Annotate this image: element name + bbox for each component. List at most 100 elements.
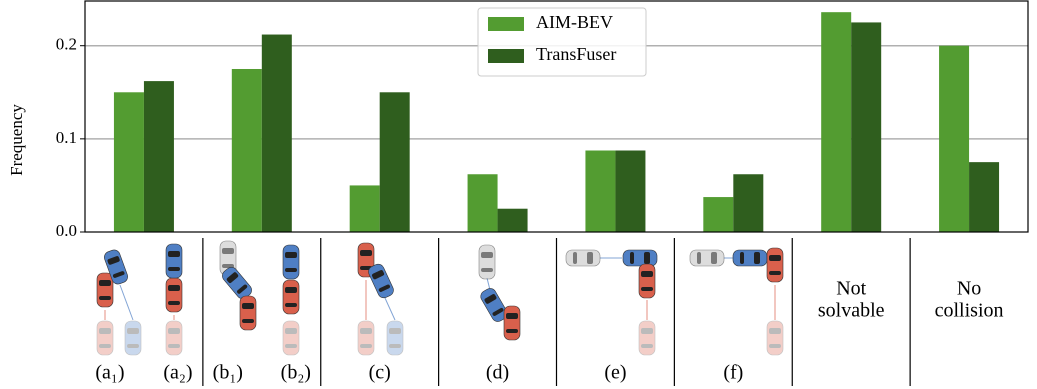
- car-window: [573, 252, 577, 264]
- car-body: [166, 278, 182, 312]
- car-icon: [166, 321, 182, 355]
- car-window: [360, 344, 372, 348]
- car-icon: [166, 278, 182, 312]
- car-window: [481, 268, 493, 272]
- bar: [969, 162, 999, 232]
- car-icon: [387, 321, 403, 355]
- car-window: [769, 271, 781, 275]
- car-window: [769, 328, 781, 334]
- x-tick-label: (d): [486, 362, 509, 384]
- x-tick-label: (b₁): [213, 362, 243, 384]
- car-window: [99, 296, 111, 300]
- car-window: [285, 328, 297, 334]
- car-icon: [166, 244, 182, 278]
- car-icon: [283, 280, 299, 314]
- car-window: [285, 287, 297, 293]
- chart: Frequency 0.00.10.2(a₁)(a₂)(b₁)(b₂)(c)(d…: [0, 0, 1037, 389]
- car-window: [168, 285, 180, 291]
- car-body: [504, 306, 520, 340]
- car-icon: [97, 321, 113, 355]
- car-body: [639, 321, 655, 355]
- legend-swatch: [488, 17, 524, 31]
- car-body: [566, 250, 600, 266]
- x-tick-label: solvable: [818, 300, 885, 322]
- car-icon: [358, 321, 374, 355]
- y-tick-label: 0.0: [56, 221, 77, 240]
- car-body: [767, 248, 783, 282]
- car-window: [711, 252, 717, 264]
- car-body: [690, 250, 724, 266]
- bar: [144, 81, 174, 232]
- bar: [468, 174, 498, 232]
- car-window: [697, 252, 701, 264]
- car-window: [99, 328, 111, 334]
- car-body: [283, 321, 299, 355]
- car-window: [168, 328, 180, 334]
- car-window: [242, 319, 254, 323]
- car-window: [740, 252, 744, 264]
- car-window: [769, 344, 781, 348]
- bar: [262, 35, 292, 232]
- car-icon: [690, 250, 724, 266]
- x-tick-label: Not: [836, 278, 866, 300]
- legend-label: AIM-BEV: [536, 12, 613, 32]
- car-window: [641, 287, 653, 291]
- bar: [380, 92, 410, 232]
- car-window: [127, 328, 139, 334]
- car-icon: [283, 321, 299, 355]
- car-window: [769, 255, 781, 261]
- bar: [821, 12, 851, 232]
- x-tick-label: (e): [604, 362, 626, 384]
- car-icon: [767, 321, 783, 355]
- car-window: [285, 344, 297, 348]
- x-tick-label: (f): [723, 362, 743, 384]
- car-window: [389, 328, 401, 334]
- car-window: [242, 303, 254, 309]
- car-body: [283, 245, 299, 279]
- car-window: [754, 252, 760, 264]
- legend-swatch: [488, 49, 524, 63]
- car-body: [623, 250, 657, 266]
- car-icon: [504, 306, 520, 340]
- x-tick-label: (b₂): [281, 362, 311, 384]
- bar: [851, 22, 881, 232]
- x-tick-label: (a₁): [95, 362, 124, 384]
- car-body: [125, 321, 141, 355]
- car-body: [240, 296, 256, 330]
- car-window: [285, 252, 297, 258]
- legend-label: TransFuser: [536, 44, 616, 64]
- car-window: [506, 313, 518, 319]
- bar: [939, 46, 969, 232]
- car-body: [358, 321, 374, 355]
- bar: [350, 185, 380, 232]
- car-window: [360, 328, 372, 334]
- car-window: [168, 344, 180, 348]
- car-window: [168, 251, 180, 257]
- bar: [114, 92, 144, 232]
- car-icon: [240, 296, 256, 330]
- car-icon: [566, 250, 600, 266]
- y-tick-label: 0.2: [56, 35, 77, 54]
- bar: [232, 69, 262, 232]
- car-window: [127, 344, 139, 348]
- path-arrow: [120, 285, 133, 320]
- car-window: [222, 248, 234, 254]
- car-window: [506, 329, 518, 333]
- car-body: [479, 245, 495, 279]
- car-body: [767, 321, 783, 355]
- car-window: [99, 344, 111, 348]
- car-window: [389, 344, 401, 348]
- car-icon: [97, 273, 113, 307]
- car-body: [166, 244, 182, 278]
- path-arrow: [385, 298, 395, 320]
- bar: [615, 150, 645, 232]
- car-icon: [283, 245, 299, 279]
- car-body: [97, 321, 113, 355]
- car-window: [360, 250, 372, 256]
- car-window: [641, 271, 653, 277]
- car-window: [285, 268, 297, 272]
- bar: [703, 197, 733, 232]
- bar: [498, 209, 528, 232]
- car-icon: [125, 321, 141, 355]
- car-window: [630, 252, 634, 264]
